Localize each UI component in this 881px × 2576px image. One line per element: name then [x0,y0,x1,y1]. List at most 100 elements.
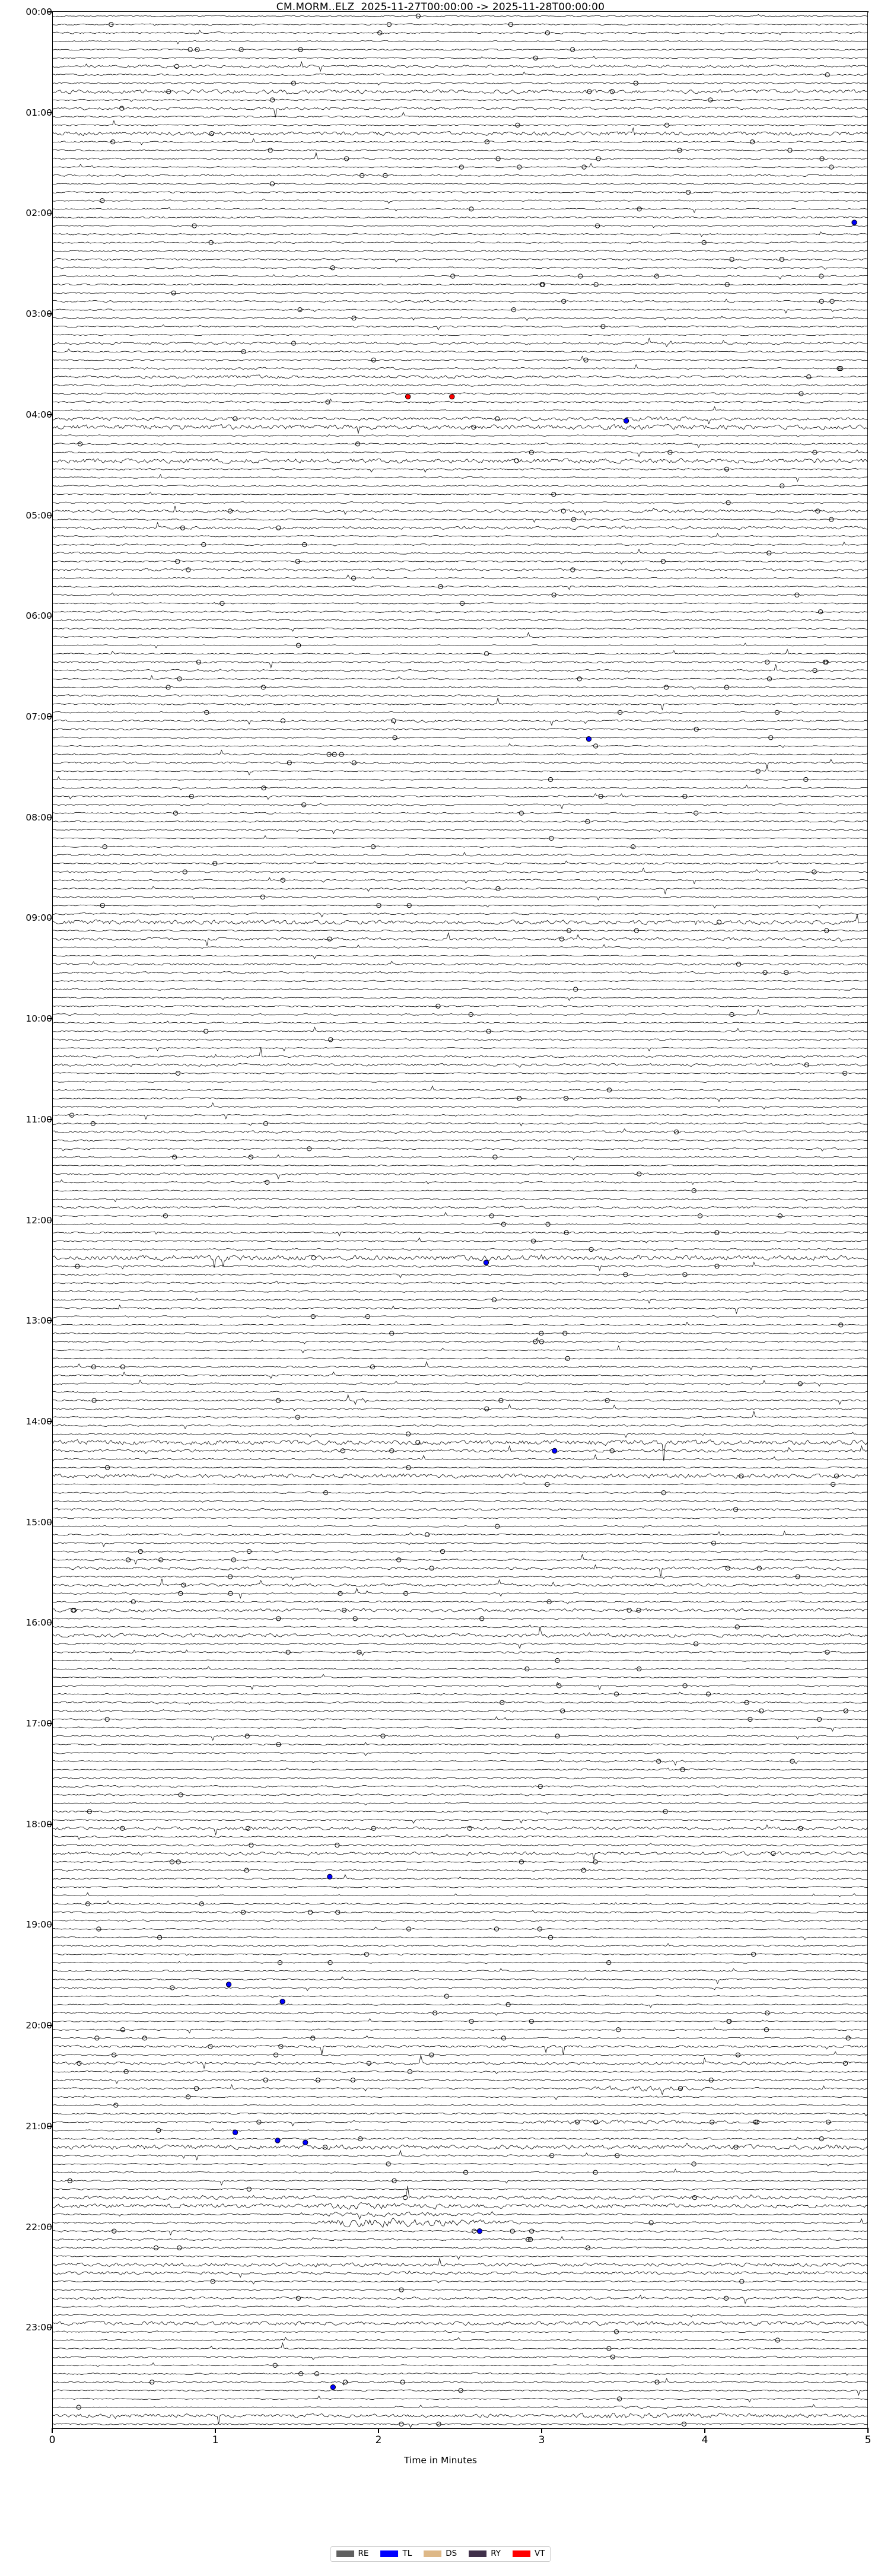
detection-circle[interactable] [202,542,206,546]
detection-circle[interactable] [157,2128,161,2132]
detection-circle[interactable] [231,1558,236,1562]
detection-circle[interactable] [126,1558,131,1562]
detection-circle[interactable] [564,1230,568,1235]
detection-circle[interactable] [307,1147,311,1151]
detection-circle[interactable] [582,165,586,169]
detection-circle[interactable] [654,274,659,278]
detection-circle[interactable] [105,1465,109,1470]
detection-circle[interactable] [287,761,291,765]
detection-circle[interactable] [492,1297,496,1302]
detection-circle[interactable] [819,274,823,278]
detection-circle[interactable] [692,2162,696,2166]
detection-circle[interactable] [819,299,823,303]
detection-circle[interactable] [179,1793,183,1797]
detection-circle[interactable] [195,2087,199,2091]
detection-circle[interactable] [326,400,330,404]
detection-circle[interactable] [578,274,583,278]
detection-circle[interactable] [757,1566,761,1570]
detection-circle[interactable] [683,1273,687,1277]
detection-circle[interactable] [120,106,124,110]
detection-circle[interactable] [817,1717,821,1721]
detection-circle[interactable] [381,1734,385,1738]
detection-circle[interactable] [539,1331,543,1335]
detection-circle[interactable] [637,1608,641,1613]
detection-circle[interactable] [486,1029,491,1033]
detection-circle[interactable] [430,1566,434,1570]
detection-circle[interactable] [281,878,285,882]
detection-circle[interactable] [103,845,107,849]
detection-circle[interactable] [820,157,824,161]
detection-circle[interactable] [614,1692,618,1696]
detection-circle[interactable] [496,157,500,161]
detection-circle[interactable] [170,1860,174,1864]
detection-circle[interactable] [734,1508,738,1512]
detection-circle[interactable] [386,2162,390,2166]
detection-circle[interactable] [170,1986,174,1990]
detection-circle[interactable] [844,1709,848,1713]
detection-circle[interactable] [314,2372,319,2376]
detection-circle[interactable] [546,1222,550,1226]
detection-circle[interactable] [371,358,376,362]
detection-circle[interactable] [715,1264,719,1268]
detection-circle[interactable] [352,761,356,765]
detection-circle[interactable] [159,1558,163,1562]
detection-circle[interactable] [192,224,196,228]
detection-circle[interactable] [327,752,331,756]
event-marker-tl[interactable] [586,736,591,741]
detection-circle[interactable] [111,140,115,144]
detection-circle[interactable] [510,2229,514,2233]
detection-circle[interactable] [694,727,698,732]
detection-circle[interactable] [678,2087,682,2091]
detection-circle[interactable] [105,1717,109,1721]
detection-circle[interactable] [607,1088,611,1092]
detection-circle[interactable] [247,2187,251,2191]
detection-circle[interactable] [183,870,187,874]
detection-circle[interactable] [286,1650,290,1654]
detection-circle[interactable] [548,1935,552,1939]
detection-circle[interactable] [370,1365,374,1369]
event-marker-tl[interactable] [552,1448,557,1453]
event-marker-tl[interactable] [275,2138,280,2143]
detection-circle[interactable] [392,2179,396,2183]
detection-circle[interactable] [390,1449,394,1453]
detection-circle[interactable] [167,90,171,94]
detection-circle[interactable] [433,2011,437,2015]
detection-circle[interactable] [545,31,549,35]
detection-circle[interactable] [121,2028,125,2032]
detection-circle[interactable] [311,1256,316,1260]
detection-circle[interactable] [834,1474,838,1478]
detection-circle[interactable] [529,2020,533,2024]
detection-circle[interactable] [804,777,808,781]
detection-circle[interactable] [519,1860,523,1864]
detection-circle[interactable] [249,1843,253,1847]
detection-circle[interactable] [678,148,682,152]
detection-circle[interactable] [514,459,519,463]
detection-circle[interactable] [702,240,706,244]
detection-circle[interactable] [824,660,828,664]
detection-circle[interactable] [686,190,691,195]
detection-circle[interactable] [511,308,516,312]
detection-circle[interactable] [295,559,300,564]
detection-circle[interactable] [715,1230,719,1235]
detection-circle[interactable] [205,710,209,714]
detection-circle[interactable] [228,509,232,513]
detection-circle[interactable] [364,1952,368,1956]
detection-circle[interactable] [499,1398,503,1403]
event-marker-tl[interactable] [330,2385,335,2390]
detection-circle[interactable] [460,601,465,605]
detection-circle[interactable] [323,2145,327,2149]
detection-circle[interactable] [276,1617,281,1621]
detection-circle[interactable] [618,2397,622,2401]
detection-circle[interactable] [508,23,513,27]
detection-circle[interactable] [195,47,199,52]
detection-circle[interactable] [131,1599,135,1604]
detection-circle[interactable] [440,1550,444,1554]
detection-circle[interactable] [767,551,771,555]
detection-circle[interactable] [533,1340,537,1344]
event-marker-tl[interactable] [226,1982,231,1987]
detection-circle[interactable] [574,987,578,991]
detection-circle[interactable] [249,1155,253,1159]
detection-circle[interactable] [736,2053,740,2057]
detection-circle[interactable] [594,282,598,287]
detection-circle[interactable] [209,132,214,136]
